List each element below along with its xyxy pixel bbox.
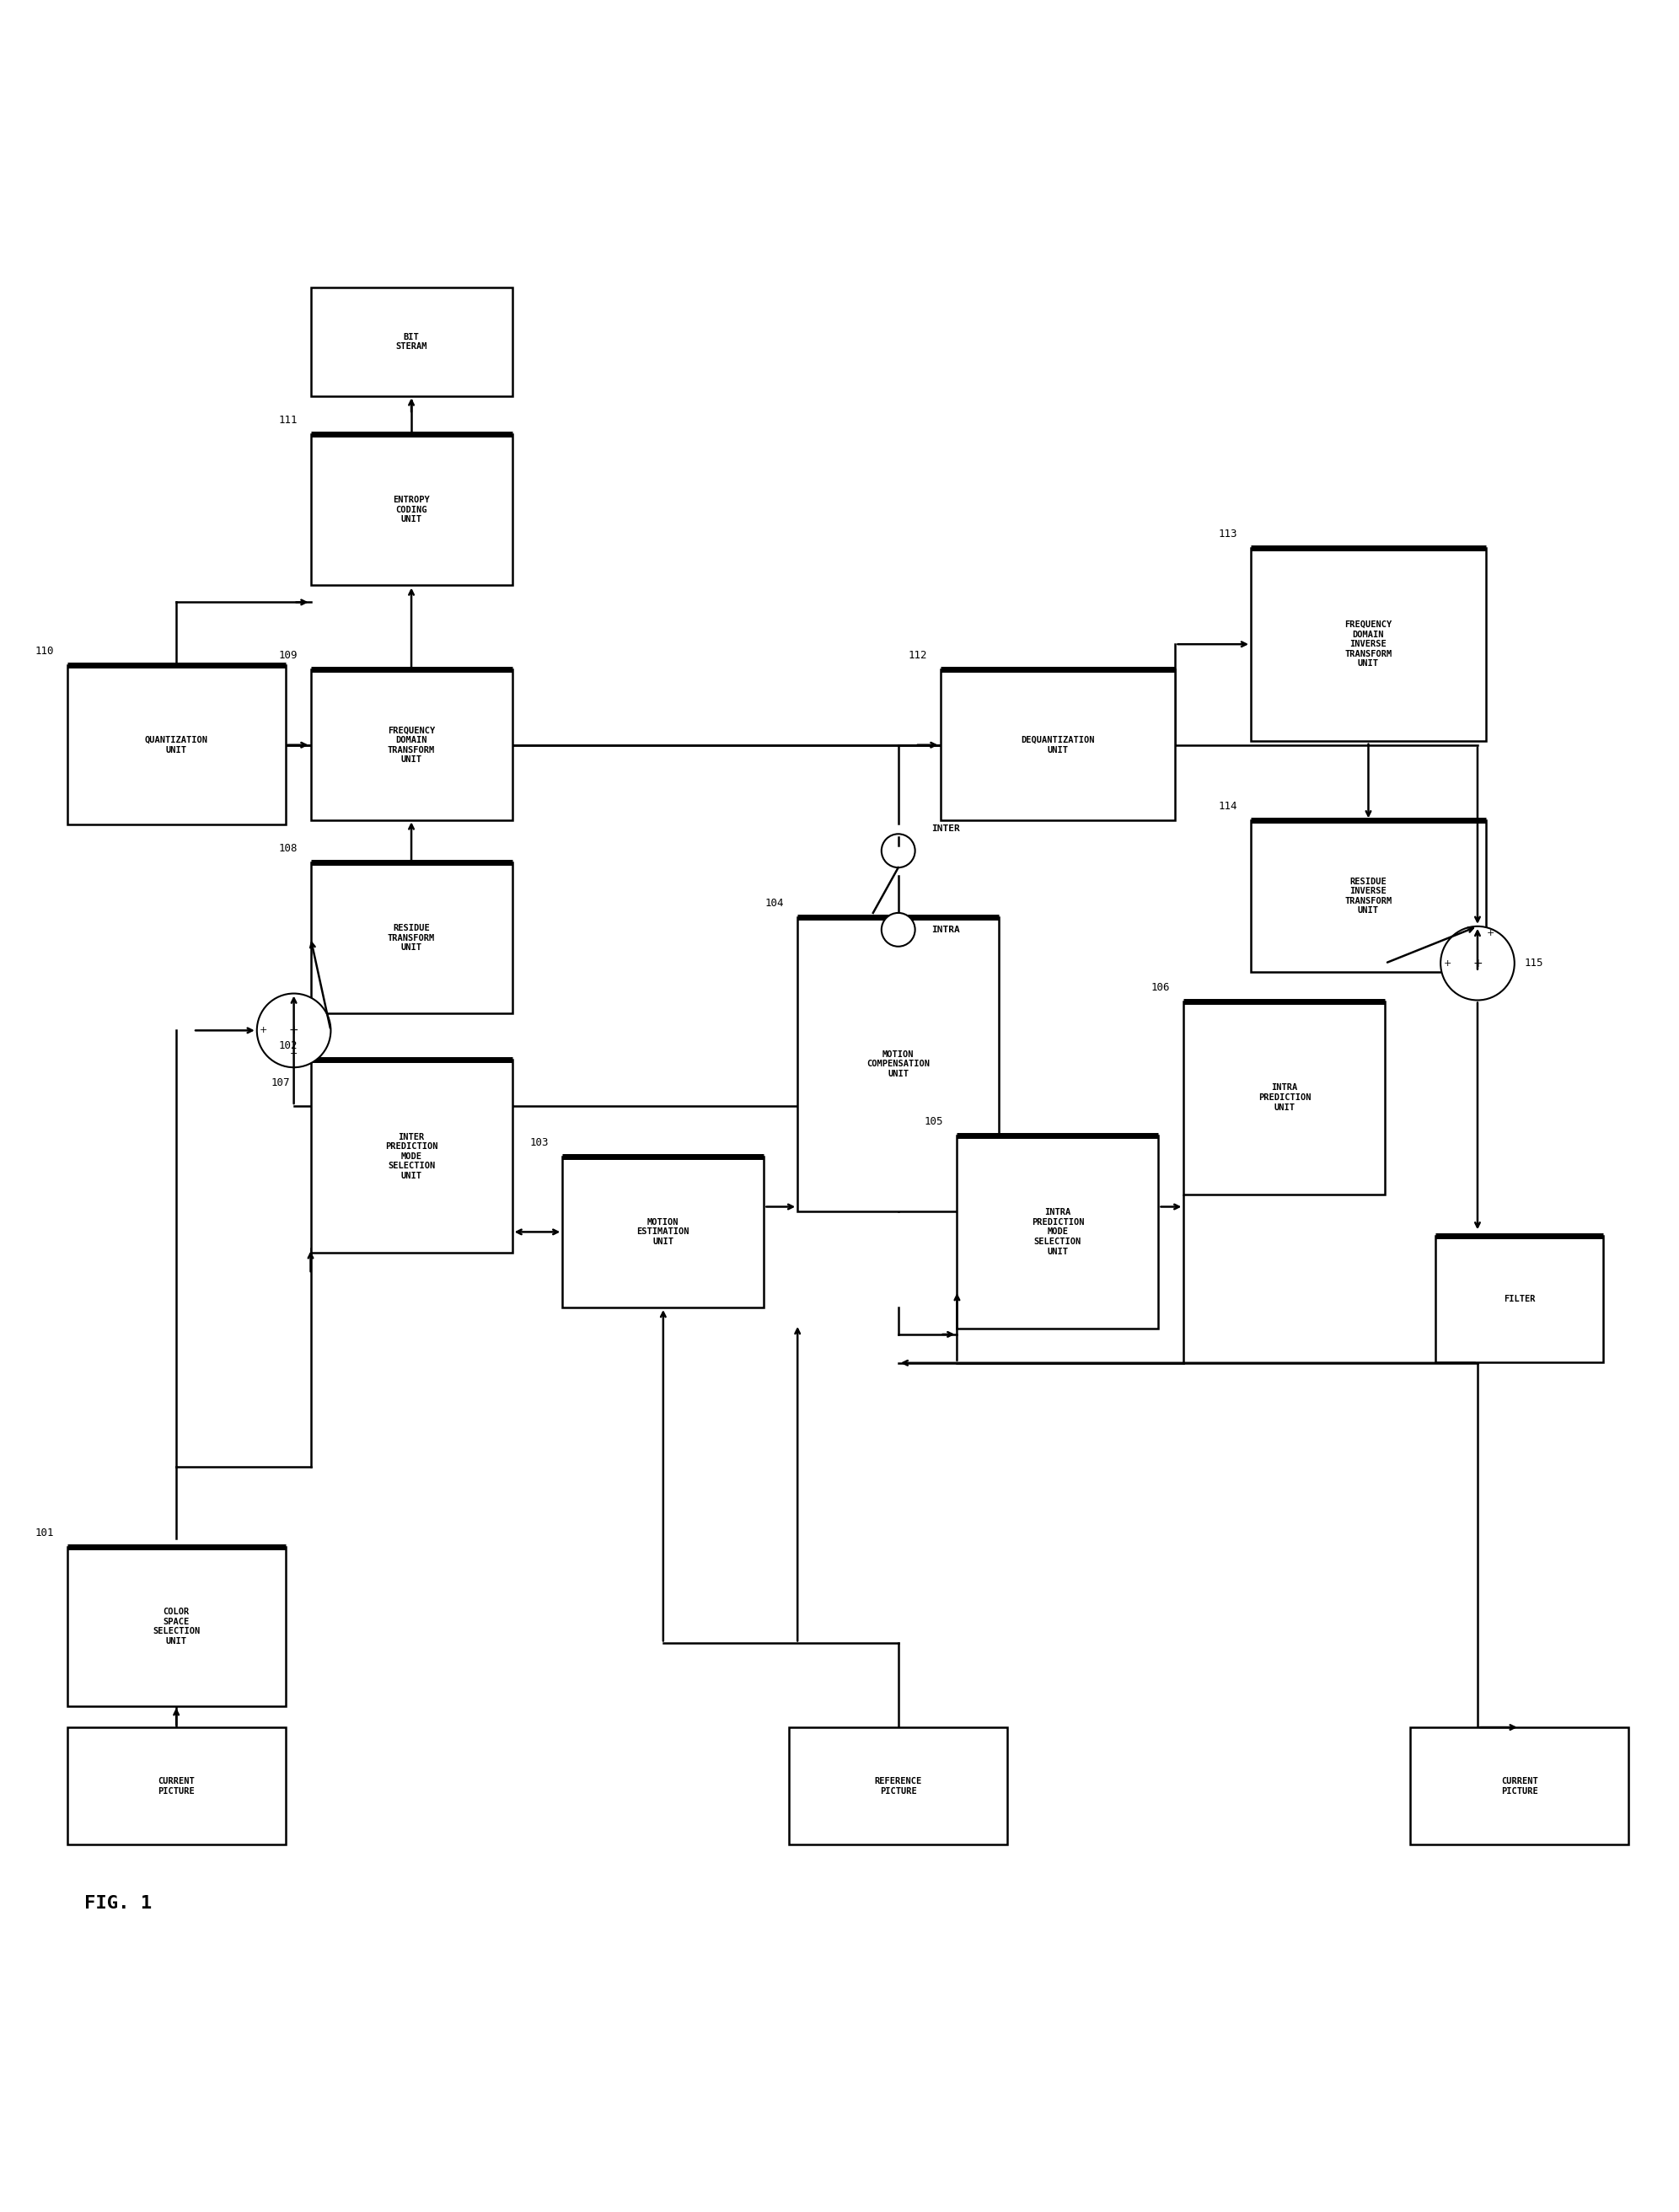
Bar <box>311 434 512 586</box>
Text: INTRA: INTRA <box>932 925 960 933</box>
Bar <box>1184 1002 1385 1194</box>
Text: 101: 101 <box>35 1528 54 1537</box>
Text: 104: 104 <box>766 898 784 909</box>
Text: FREQUENCY
DOMAIN
INVERSE
TRANSFORM
UNIT: FREQUENCY DOMAIN INVERSE TRANSFORM UNIT <box>1345 619 1392 668</box>
Bar <box>311 670 512 821</box>
Text: INTER
PREDICTION
MODE
SELECTION
UNIT: INTER PREDICTION MODE SELECTION UNIT <box>384 1133 438 1181</box>
Text: BIT
STERAM: BIT STERAM <box>396 332 426 352</box>
Text: RESIDUE
TRANSFORM
UNIT: RESIDUE TRANSFORM UNIT <box>388 925 435 951</box>
Text: +: + <box>1444 960 1451 967</box>
Text: 110: 110 <box>35 646 54 657</box>
Text: 103: 103 <box>531 1137 549 1148</box>
Bar <box>1410 1728 1629 1845</box>
Bar <box>311 863 512 1013</box>
Text: +: + <box>260 1026 267 1035</box>
Bar <box>1251 821 1486 971</box>
Text: INTRA
PREDICTION
UNIT: INTRA PREDICTION UNIT <box>1258 1084 1311 1113</box>
Bar <box>67 666 285 825</box>
Bar <box>789 1728 1007 1845</box>
Text: 115: 115 <box>1525 958 1543 969</box>
Text: 111: 111 <box>279 416 297 427</box>
Text: MOTION
ESTIMATION
UNIT: MOTION ESTIMATION UNIT <box>636 1219 690 1245</box>
Bar <box>311 288 512 396</box>
Text: RESIDUE
INVERSE
TRANSFORM
UNIT: RESIDUE INVERSE TRANSFORM UNIT <box>1345 878 1392 916</box>
Text: 106: 106 <box>1152 982 1170 993</box>
Text: +: + <box>1472 958 1483 969</box>
Text: +: + <box>1488 929 1494 938</box>
Text: 107: 107 <box>270 1077 290 1088</box>
Text: CURRENT
PICTURE: CURRENT PICTURE <box>1501 1776 1538 1796</box>
Bar <box>67 1546 285 1705</box>
Text: ENTROPY
CODING
UNIT: ENTROPY CODING UNIT <box>393 495 430 524</box>
Text: +: + <box>289 1024 299 1037</box>
Bar <box>798 918 999 1210</box>
Text: 105: 105 <box>925 1117 944 1126</box>
Bar <box>67 1728 285 1845</box>
Text: MOTION
COMPENSATION
UNIT: MOTION COMPENSATION UNIT <box>866 1051 930 1077</box>
Circle shape <box>881 914 915 947</box>
Circle shape <box>881 834 915 867</box>
Text: CURRENT
PICTURE: CURRENT PICTURE <box>158 1776 195 1796</box>
Text: 113: 113 <box>1219 529 1237 540</box>
Text: FREQUENCY
DOMAIN
TRANSFORM
UNIT: FREQUENCY DOMAIN TRANSFORM UNIT <box>388 726 435 763</box>
Text: COLOR
SPACE
SELECTION
UNIT: COLOR SPACE SELECTION UNIT <box>153 1608 200 1646</box>
Text: INTER: INTER <box>932 825 960 834</box>
Text: QUANTIZATION
UNIT: QUANTIZATION UNIT <box>144 737 208 754</box>
Bar <box>1251 549 1486 741</box>
Text: 102: 102 <box>279 1040 297 1051</box>
Text: 109: 109 <box>279 650 297 661</box>
Bar <box>957 1135 1159 1329</box>
Text: FILTER: FILTER <box>1504 1294 1535 1303</box>
Circle shape <box>1441 927 1514 1000</box>
Text: 114: 114 <box>1219 801 1237 812</box>
Circle shape <box>257 993 331 1068</box>
Bar <box>311 1060 512 1252</box>
Text: −: − <box>290 1051 297 1057</box>
Text: REFERENCE
PICTURE: REFERENCE PICTURE <box>875 1776 922 1796</box>
Bar <box>562 1157 764 1307</box>
Bar <box>940 670 1175 821</box>
Text: INTRA
PREDICTION
MODE
SELECTION
UNIT: INTRA PREDICTION MODE SELECTION UNIT <box>1031 1208 1085 1256</box>
Text: FIG. 1: FIG. 1 <box>84 1896 151 1911</box>
Text: 112: 112 <box>908 650 927 661</box>
Text: 108: 108 <box>279 843 297 854</box>
Text: DEQUANTIZATION
UNIT: DEQUANTIZATION UNIT <box>1021 737 1095 754</box>
Bar <box>1436 1237 1603 1363</box>
